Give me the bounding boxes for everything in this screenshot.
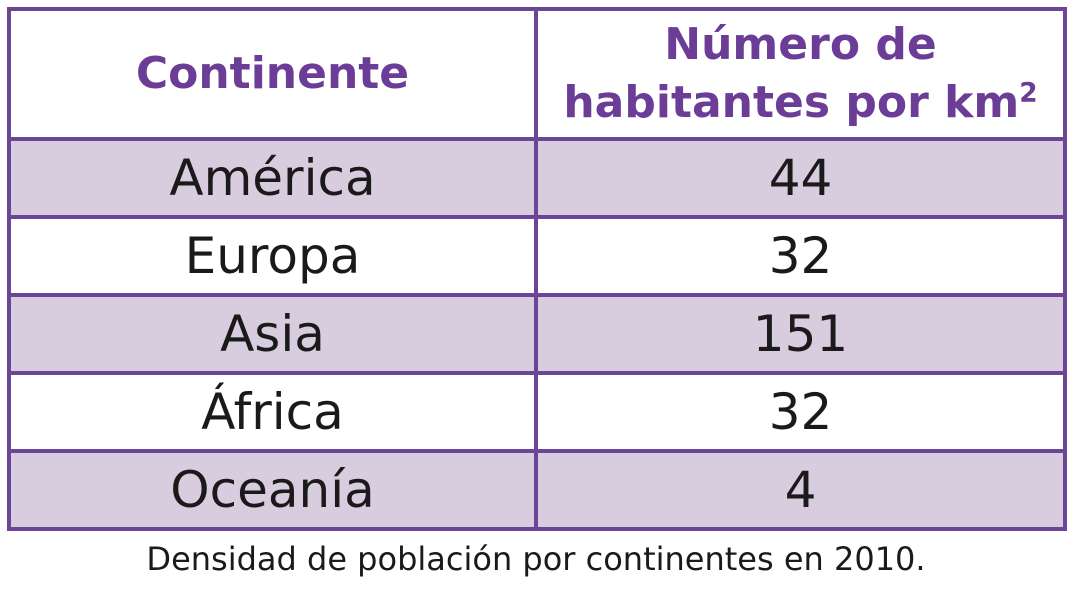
table-row: Europa 32 <box>7 215 1067 297</box>
table-row: Oceanía 4 <box>7 449 1067 531</box>
cell-density: 44 <box>534 137 1067 219</box>
header-density: Número de habitantes por km2 <box>534 7 1067 141</box>
cell-continent: Europa <box>7 215 538 297</box>
header-density-line2: habitantes por km <box>563 77 1020 128</box>
cell-continent: Asia <box>7 293 538 375</box>
cell-density: 4 <box>534 449 1067 531</box>
population-density-table-wrapper: Continente Número de habitantes por km2 … <box>7 7 1067 531</box>
cell-continent: Oceanía <box>7 449 538 531</box>
table-header-row: Continente Número de habitantes por km2 <box>7 7 1067 141</box>
cell-density: 32 <box>534 215 1067 297</box>
cell-density: 32 <box>534 371 1067 453</box>
table-row: América 44 <box>7 137 1067 219</box>
table-caption: Densidad de población por continentes en… <box>146 540 926 578</box>
table-row: Asia 151 <box>7 293 1067 375</box>
header-density-line1: Número de <box>664 19 937 70</box>
population-density-table: Continente Número de habitantes por km2 … <box>7 7 1067 531</box>
cell-density: 151 <box>534 293 1067 375</box>
header-continent: Continente <box>7 7 538 141</box>
header-density-superscript: 2 <box>1019 77 1038 109</box>
cell-continent: África <box>7 371 538 453</box>
cell-continent: América <box>7 137 538 219</box>
table-row: África 32 <box>7 371 1067 453</box>
